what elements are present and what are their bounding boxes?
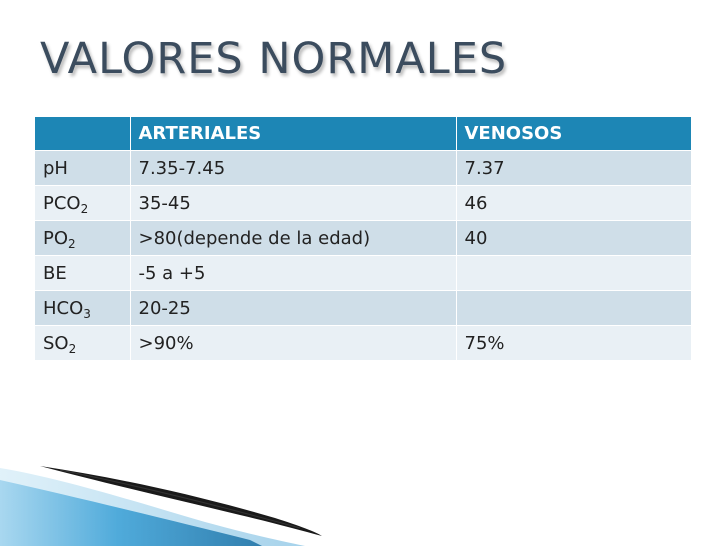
arterial-cell: >90% — [130, 325, 457, 361]
param-cell: HCO3 — [35, 290, 131, 326]
param-subscript: 2 — [68, 341, 77, 356]
header-parameter — [35, 117, 131, 151]
table-row: PCO2 35-45 46 — [35, 185, 692, 221]
venous-cell: 75% — [456, 325, 692, 361]
table-row: BE -5 a +5 — [35, 255, 692, 291]
table-row: PO2 >80(depende de la edad) 40 — [35, 220, 692, 256]
table-header-row: ARTERIALES VENOSOS — [35, 117, 692, 151]
param-name: SO — [43, 332, 69, 354]
table-row: HCO3 20-25 — [35, 290, 692, 326]
param-name: PO — [43, 227, 69, 249]
param-cell: pH — [35, 150, 131, 186]
venous-cell — [456, 290, 692, 326]
venous-cell: 40 — [456, 220, 692, 256]
param-subscript: 3 — [83, 306, 91, 321]
param-name: HCO — [43, 297, 84, 319]
venous-cell: 46 — [456, 185, 692, 221]
venous-cell: 7.37 — [456, 150, 692, 186]
arterial-cell: >80(depende de la edad) — [130, 220, 457, 256]
table-row: pH 7.35-7.45 7.37 — [35, 150, 692, 186]
table-row: SO2 >90% 75% — [35, 325, 692, 361]
param-name: pH — [43, 157, 68, 179]
param-name: BE — [43, 262, 67, 284]
arterial-cell: -5 a +5 — [130, 255, 457, 291]
normal-values-table: ARTERIALES VENOSOS pH 7.35-7.45 7.37 PCO… — [35, 117, 692, 361]
param-subscript: 2 — [68, 236, 76, 251]
param-cell: SO2 — [35, 325, 131, 361]
arterial-cell: 20-25 — [130, 290, 457, 326]
param-name: PCO — [43, 192, 81, 214]
param-cell: PCO2 — [35, 185, 131, 221]
slide-title: VALORES NORMALES — [40, 34, 508, 84]
arterial-cell: 35-45 — [130, 185, 457, 221]
header-arterial: ARTERIALES — [130, 117, 457, 151]
arterial-cell: 7.35-7.45 — [130, 150, 457, 186]
header-venous: VENOSOS — [456, 117, 692, 151]
param-cell: PO2 — [35, 220, 131, 256]
param-cell: BE — [35, 255, 131, 291]
param-subscript: 2 — [80, 201, 89, 216]
venous-cell — [456, 255, 692, 291]
